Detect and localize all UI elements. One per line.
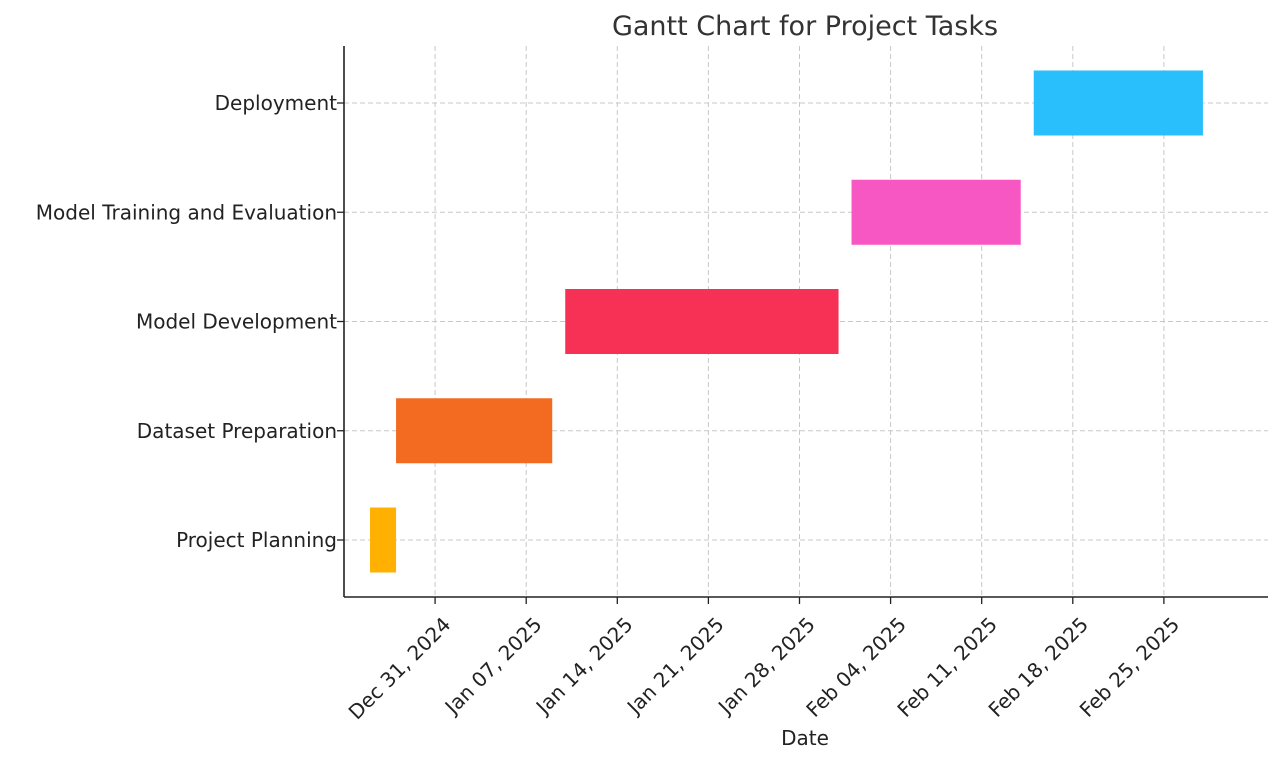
task-bar xyxy=(370,507,397,573)
y-category-labels: Project Planning Dataset Preparation Model… xyxy=(36,91,344,552)
x-tick-label: Dec 31, 2024 xyxy=(344,612,456,724)
x-tick-label: Jan 07, 2025 xyxy=(439,612,547,720)
chart-title: Gantt Chart for Project Tasks xyxy=(612,11,998,42)
task-bar xyxy=(396,398,553,464)
x-tick-label: Jan 21, 2025 xyxy=(621,612,729,720)
x-tick-label: Jan 14, 2025 xyxy=(530,612,638,720)
y-category-label: Model Development xyxy=(136,310,337,334)
bars xyxy=(370,70,1203,573)
y-category-label: Dataset Preparation xyxy=(137,419,337,443)
task-bar xyxy=(565,289,839,354)
task-bar xyxy=(1033,70,1203,136)
y-category-label: Model Training and Evaluation xyxy=(36,200,337,224)
y-category-label: Deployment xyxy=(215,91,337,115)
x-axis-label: Date xyxy=(781,726,829,750)
y-category-label: Project Planning xyxy=(176,528,337,552)
task-bar xyxy=(851,179,1021,245)
